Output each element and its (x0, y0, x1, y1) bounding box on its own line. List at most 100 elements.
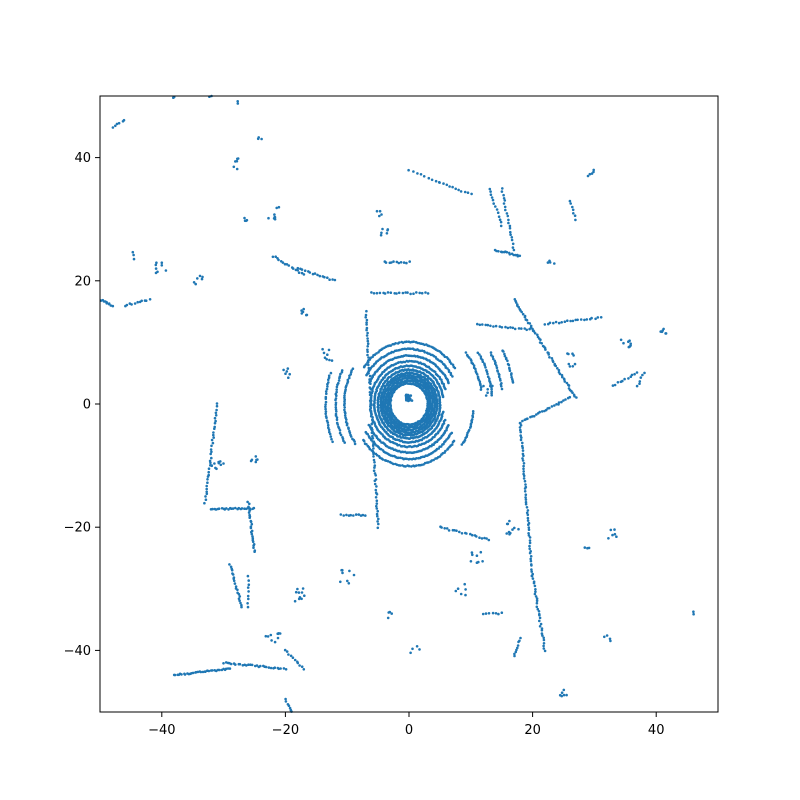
plot-frame (99, 95, 719, 713)
scatter-point-1592 (450, 443, 454, 446)
scatter-point-2666 (607, 537, 610, 540)
scatter-point-2267 (228, 667, 232, 670)
scatter-point-2768 (482, 384, 485, 388)
scatter-point-2466 (500, 611, 504, 614)
scatter-point-2037 (550, 357, 554, 360)
scatter-point-2564 (156, 270, 159, 274)
scatter-point-2362 (328, 278, 331, 282)
scatter-point-2215 (210, 456, 213, 460)
scatter-point-2497 (513, 654, 516, 658)
scatter-point-1870 (375, 492, 379, 496)
scatter-point-2496 (513, 652, 516, 656)
scatter-point-2378 (406, 291, 409, 294)
scatter-point-1703 (472, 364, 476, 367)
scatter-point-2416 (528, 327, 531, 331)
scatter-point-1780 (492, 357, 495, 361)
scatter-point-2579 (284, 372, 287, 376)
scatter-point-2492 (516, 644, 520, 647)
scatter-point-2175 (228, 563, 231, 566)
scatter-point-2525 (638, 382, 641, 386)
scatter-point-2252 (204, 670, 207, 673)
scatter-point-1872 (375, 499, 379, 503)
scatter-point-2469 (345, 513, 348, 517)
scatter-point-2333 (271, 255, 275, 259)
scatter-point-2643 (505, 532, 509, 535)
scatter-point-2111 (506, 214, 510, 218)
scatter-point-1344 (447, 424, 450, 427)
scatter-point-1925 (527, 528, 531, 531)
scatter-point-2083 (454, 187, 458, 191)
scatter-point-2397 (476, 322, 479, 326)
scatter-point-1991 (550, 405, 554, 408)
scatter-point-1983 (535, 413, 538, 416)
scatter-point-2354 (308, 271, 312, 274)
scatter-point-2558 (254, 455, 258, 458)
scatter-point-1957 (536, 607, 540, 611)
scatter-point-2718 (464, 593, 467, 597)
scatter-point-2180 (231, 573, 235, 576)
scatter-point-1913 (524, 498, 528, 501)
scatter-point-2383 (420, 291, 424, 295)
scatter-point-1742 (490, 393, 494, 397)
scatter-point-2302 (287, 704, 291, 707)
scatter-point-2016 (528, 322, 532, 325)
scatter-point-2669 (583, 546, 587, 549)
scatter-point-2773 (236, 102, 240, 105)
scatter-point-2389 (390, 261, 393, 264)
scatter-point-2099 (498, 218, 502, 221)
scatter-point-2494 (515, 648, 518, 652)
scatter-point-1740 (330, 437, 333, 441)
scatter-point-1803 (364, 313, 368, 317)
scatter-point-2547 (213, 462, 216, 465)
scatter-point-1728 (324, 410, 328, 413)
scatter-point-2112 (507, 218, 510, 222)
scatter-point-1936 (529, 557, 532, 561)
scatter-point-1707 (469, 358, 473, 361)
scatter-point-2528 (247, 579, 250, 582)
scatter-point-2058 (571, 391, 574, 395)
scatter-point-1729 (324, 412, 328, 416)
scatter-point-2549 (210, 464, 213, 467)
scatter-point-1685 (339, 433, 343, 437)
scatter-point-2758 (409, 394, 413, 397)
scatter-point-1809 (365, 328, 368, 332)
scatter-point-1962 (538, 619, 541, 623)
scatter-point-2351 (300, 268, 304, 271)
scatter-point-2094 (492, 202, 496, 205)
scatter-point-1769 (498, 377, 502, 381)
scatter-point-1628 (348, 431, 352, 435)
scatter-point-2696 (380, 231, 383, 235)
scatter-point-2670 (571, 365, 575, 368)
scatter-point-2472 (352, 514, 355, 517)
scatter-point-2435 (590, 316, 593, 320)
scatter-point-1690 (479, 388, 483, 391)
scatter-point-1972 (542, 644, 545, 648)
scatter-point-2217 (209, 461, 212, 465)
scatter-point-1840 (370, 412, 373, 416)
scatter-point-2195 (240, 605, 243, 609)
scatter-point-2441 (443, 527, 447, 530)
scatter-point-1635 (460, 443, 464, 446)
scatter-point-2572 (198, 274, 202, 278)
scatter-point-1885 (518, 426, 522, 429)
scatter-point-1764 (500, 387, 504, 391)
scatter-point-1745 (490, 387, 493, 391)
scatter-point-2382 (418, 291, 422, 295)
scatter-point-1996 (560, 400, 563, 404)
scatter-point-2407 (504, 325, 507, 329)
scatter-point-1890 (519, 438, 523, 442)
scatter-point-2582 (326, 353, 329, 357)
scatter-point-1538 (365, 443, 368, 446)
scatter-point-2627 (276, 636, 280, 640)
scatter-point-2371 (386, 291, 390, 294)
scatter-point-1579 (432, 458, 435, 462)
scatter-point-2136 (249, 526, 253, 530)
scatter-point-1563 (404, 465, 407, 468)
scatter-point-1386 (393, 349, 397, 353)
scatter-point-2387 (384, 261, 388, 264)
scatter-point-2066 (500, 250, 504, 254)
scatter-point-2193 (239, 601, 242, 605)
scatter-point-2481 (289, 654, 293, 658)
scatter-point-1432 (391, 454, 394, 458)
